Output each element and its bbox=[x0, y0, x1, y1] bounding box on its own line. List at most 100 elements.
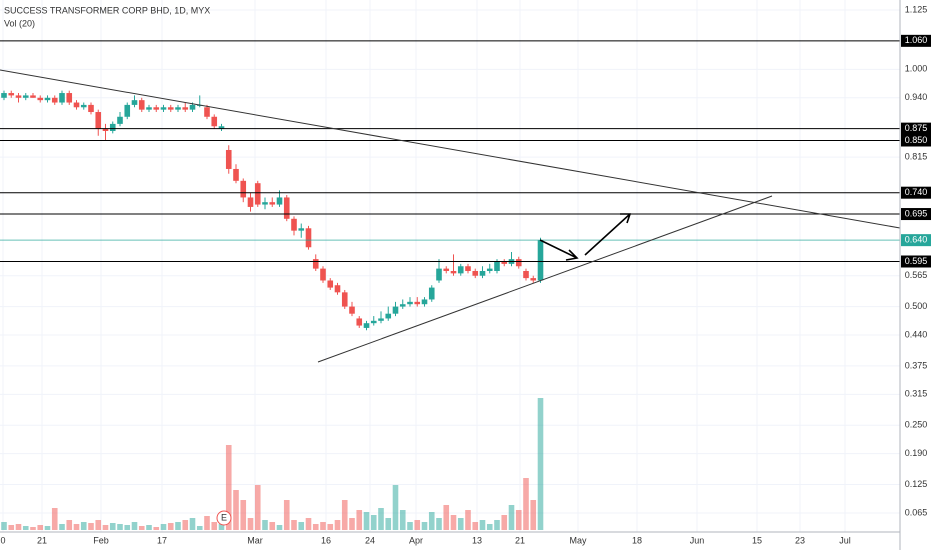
volume-bar bbox=[494, 520, 500, 530]
candle-body bbox=[95, 112, 102, 129]
volume-bar bbox=[298, 522, 305, 530]
candle-body bbox=[494, 261, 500, 271]
volume-bar bbox=[341, 500, 348, 530]
volume-bar bbox=[189, 518, 196, 530]
candle-body bbox=[385, 313, 392, 319]
candle-body bbox=[341, 292, 348, 307]
candle-body bbox=[182, 107, 189, 110]
candle-body bbox=[1, 93, 7, 98]
level-label: 0.695 bbox=[905, 208, 928, 218]
candle-body bbox=[457, 266, 464, 274]
candle-body bbox=[247, 197, 254, 207]
volume-bar bbox=[175, 522, 181, 530]
candle-body bbox=[66, 93, 73, 103]
candle-body bbox=[189, 104, 196, 110]
candle-body bbox=[291, 218, 297, 231]
volume-bar bbox=[88, 523, 94, 530]
volume-bar bbox=[399, 510, 406, 530]
volume-bar bbox=[537, 398, 544, 530]
y-tick-label: 0.440 bbox=[905, 329, 928, 339]
candle-body bbox=[211, 116, 218, 127]
candle-body bbox=[334, 285, 341, 293]
candle-body bbox=[283, 197, 290, 219]
volume-bar bbox=[182, 520, 189, 530]
level-label: 0.595 bbox=[905, 256, 928, 266]
x-tick-label: Jun bbox=[690, 535, 705, 545]
volume-bar bbox=[15, 524, 22, 530]
y-tick-label: 0.375 bbox=[905, 360, 928, 370]
trend-line bbox=[317, 195, 773, 363]
y-tick-label: 0.815 bbox=[905, 151, 928, 161]
volume-bar bbox=[247, 518, 254, 530]
candle-body bbox=[269, 202, 276, 205]
level-label-box bbox=[901, 134, 931, 147]
y-tick-label: 0.190 bbox=[905, 448, 928, 458]
y-tick-label: 0.125 bbox=[905, 479, 928, 489]
x-tick-label: 23 bbox=[795, 535, 805, 545]
volume-bar bbox=[262, 520, 268, 530]
candle-body bbox=[530, 278, 537, 281]
volume-bar bbox=[59, 524, 65, 530]
x-tick-label: 0 bbox=[0, 535, 5, 545]
candle-body bbox=[102, 128, 109, 132]
candle-body bbox=[109, 123, 116, 132]
volume-bar bbox=[269, 522, 276, 530]
volume-bar bbox=[218, 524, 225, 530]
candle-body bbox=[320, 268, 326, 281]
volume-bar bbox=[8, 525, 15, 530]
chart-title: SUCCESS TRANSFORMER CORP BHD, 1D, MYX bbox=[4, 5, 210, 15]
candle-body bbox=[523, 270, 529, 279]
candle-body bbox=[501, 261, 508, 264]
x-tick-label: 17 bbox=[157, 535, 167, 545]
candle-body bbox=[378, 318, 384, 321]
candle-body bbox=[399, 304, 406, 307]
volume-bar bbox=[117, 524, 123, 530]
x-tick-label: 18 bbox=[632, 535, 642, 545]
candle-body bbox=[276, 197, 283, 205]
volume-bar bbox=[457, 518, 464, 530]
x-tick-label: Jul bbox=[839, 535, 851, 545]
level-label-box bbox=[901, 186, 931, 199]
level-label: 0.850 bbox=[905, 135, 928, 145]
volume-bar bbox=[225, 445, 232, 530]
candle-body bbox=[233, 168, 239, 181]
volume-bar bbox=[501, 515, 508, 530]
candle-body bbox=[73, 102, 80, 108]
level-label-box bbox=[901, 34, 931, 47]
last-price-label: 0.640 bbox=[905, 235, 928, 245]
volume-bar bbox=[465, 510, 471, 530]
candle-body bbox=[370, 320, 377, 324]
volume-bar bbox=[131, 522, 138, 530]
y-tick-label: 0.565 bbox=[905, 270, 928, 280]
volume-bar bbox=[320, 522, 326, 530]
y-tick-label: 0.500 bbox=[905, 301, 928, 311]
candle-body bbox=[356, 318, 363, 326]
volume-bar bbox=[378, 508, 384, 530]
candle-body bbox=[479, 270, 486, 276]
candle-body bbox=[407, 301, 413, 305]
volume-bar bbox=[95, 520, 102, 530]
volume-bar bbox=[392, 485, 399, 530]
candle-body bbox=[436, 268, 442, 281]
volume-bar bbox=[356, 510, 363, 530]
x-tick-label: 15 bbox=[752, 535, 762, 545]
volume-bar bbox=[196, 526, 203, 530]
y-tick-label: 1.125 bbox=[905, 4, 928, 14]
x-tick-label: May bbox=[569, 535, 587, 545]
volume-bar bbox=[515, 510, 522, 530]
x-tick-label: 16 bbox=[321, 535, 331, 545]
candle-body bbox=[37, 97, 44, 101]
candle-body bbox=[88, 104, 94, 113]
y-tick-label: 1.000 bbox=[905, 64, 928, 74]
candle-body bbox=[349, 306, 355, 314]
volume-label: Vol (20) bbox=[4, 18, 35, 28]
volume-bar bbox=[66, 520, 73, 530]
volume-bar bbox=[385, 518, 392, 530]
candle-body bbox=[363, 323, 370, 328]
volume-bar bbox=[138, 526, 145, 530]
candle-body bbox=[175, 107, 181, 110]
candle-body bbox=[421, 299, 428, 305]
volume-bar bbox=[370, 515, 377, 530]
volume-bar bbox=[204, 516, 210, 530]
